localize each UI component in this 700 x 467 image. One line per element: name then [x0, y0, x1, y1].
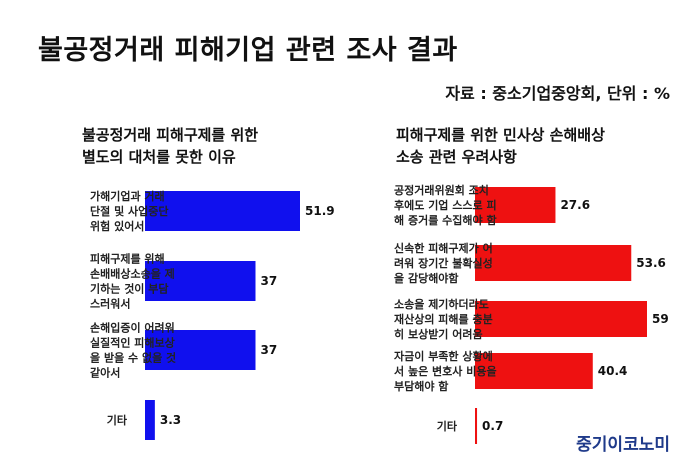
left-bar-1 — [145, 261, 256, 301]
brand-logo-text: 중기이코노미 — [576, 435, 670, 455]
left-category-label-3: 기타 — [107, 413, 128, 427]
left-bar-0 — [145, 191, 300, 231]
right-category-label-1: 신속한 피해구제가 어 려워 장기간 불확실성 을 감당해야함 — [394, 241, 493, 285]
chart-title-line: 피해구제를 위한 민사상 손해배상 — [396, 126, 605, 144]
right-category-label-3: 자금이 부족한 상황에 서 높은 변호사 비용을 부담해야 함 — [394, 349, 497, 393]
right-value-label-3: 40.4 — [598, 364, 628, 378]
left-value-label-1: 37 — [261, 274, 278, 288]
left-bar-2 — [145, 330, 256, 370]
right-bar-0 — [475, 187, 556, 223]
right-category-label-4: 기타 — [437, 419, 458, 433]
left-category-label-1: 피해구제를 위해 손배배상소송을 제 기하는 것이 부담 스러워서 — [90, 252, 175, 311]
right-value-label-1: 53.6 — [636, 256, 666, 270]
source-note: 자료 : 중소기업중앙회, 단위 : % — [445, 84, 670, 103]
chart-title-line: 소송 관련 우려사항 — [396, 148, 517, 166]
left-value-label-0: 51.9 — [305, 204, 335, 218]
right-value-label-4: 0.7 — [482, 419, 503, 433]
right-bar-1 — [475, 245, 632, 281]
chart-title-line: 불공정거래 피해구제를 위한 — [82, 126, 259, 144]
right-category-label-2: 소송을 제기하더라도 재산상의 피해를 충분 히 보상받기 어려움 — [394, 297, 493, 341]
left-category-label-0: 가해기업과 거래 단절 및 사업중단 위험 있어서 — [90, 189, 169, 233]
left-bar-3 — [145, 400, 155, 440]
left-category-label-2: 손해입증이 어려워 실질적인 피해보상 을 받을 수 없을 것 같아서 — [90, 321, 176, 380]
left-value-label-3: 3.3 — [160, 413, 181, 427]
chart-title-line: 별도의 대처를 못한 이유 — [82, 148, 236, 166]
right-bar-2 — [475, 301, 647, 337]
right-bar-4 — [475, 408, 478, 444]
left-value-label-2: 37 — [261, 343, 278, 357]
right-bar-3 — [475, 353, 593, 389]
right-value-label-0: 27.6 — [560, 198, 590, 212]
right-value-label-2: 59 — [652, 312, 669, 326]
page-title: 불공정거래 피해기업 관련 조사 결과 — [38, 35, 458, 66]
